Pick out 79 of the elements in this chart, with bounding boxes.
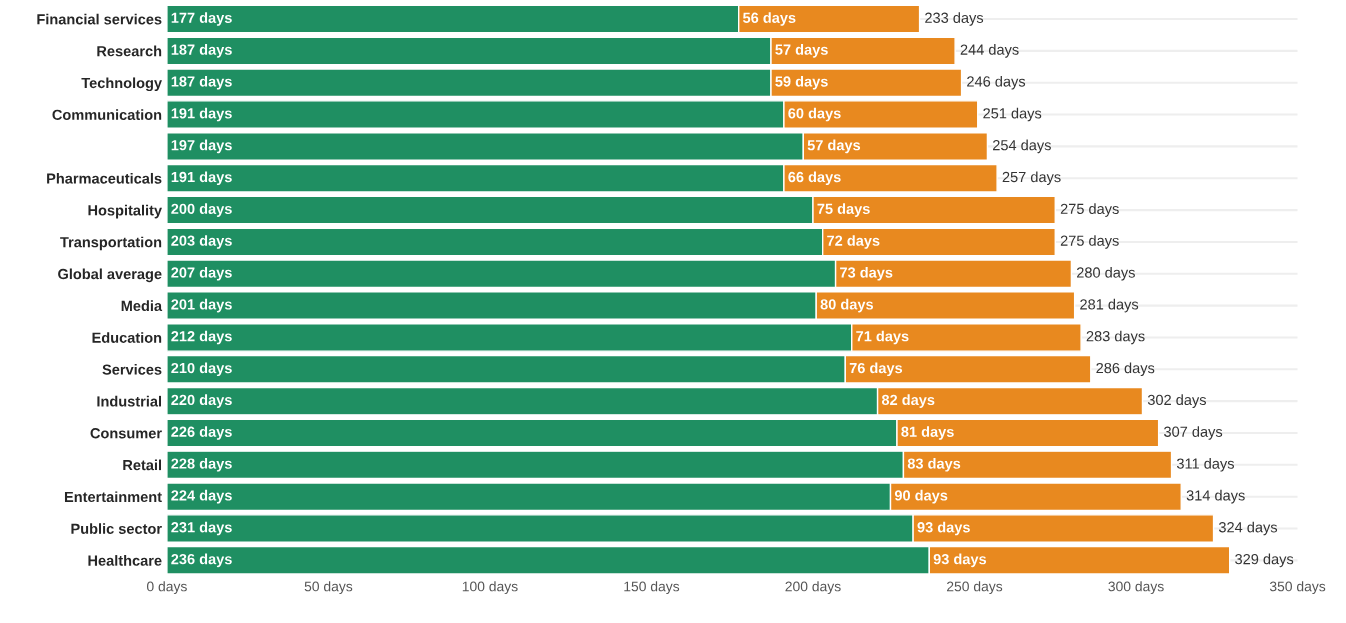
- data-label: 75 days: [817, 203, 870, 217]
- total-label: 286 days: [1096, 362, 1155, 377]
- data-label: 93 days: [917, 521, 970, 536]
- data-label: 59 days: [775, 75, 828, 90]
- data-label: 197 days: [171, 139, 232, 154]
- x-tick-label: 0 days: [146, 581, 187, 595]
- y-tick-label: Financial services: [37, 13, 162, 25]
- data-label: 220 days: [171, 394, 232, 408]
- data-label: 191 days: [171, 107, 232, 122]
- total-label: 275 days: [1060, 235, 1119, 249]
- y-tick-label: Retail: [123, 459, 162, 471]
- data-label: 212 days: [171, 330, 232, 345]
- data-label: 57 days: [775, 44, 828, 58]
- total-label: 246 days: [967, 75, 1026, 90]
- y-tick-label: Industrial: [97, 395, 162, 407]
- data-label: 80 days: [820, 298, 874, 313]
- y-tick-label: Public sector: [71, 523, 162, 534]
- total-label: 307 days: [1164, 426, 1223, 440]
- total-label: 251 days: [983, 107, 1042, 122]
- data-label: 177 days: [171, 12, 232, 26]
- data-label: 73 days: [840, 266, 893, 281]
- y-tick-label: Global average: [58, 268, 162, 283]
- data-label: 56 days: [743, 12, 796, 26]
- data-label: 191 days: [171, 171, 232, 186]
- total-label: 280 days: [1077, 266, 1135, 281]
- y-tick-label: Technology: [81, 77, 162, 92]
- total-label: 244 days: [960, 44, 1019, 58]
- y-tick-label: Research: [97, 45, 162, 57]
- data-label: 93 days: [933, 553, 987, 568]
- data-label: 224 days: [171, 489, 232, 504]
- total-label: 311 days: [1176, 458, 1234, 472]
- total-label: 302 days: [1147, 394, 1206, 408]
- y-tick-label: Communication: [52, 109, 162, 120]
- x-tick-label: 100 days: [462, 581, 518, 595]
- data-label: 90 days: [894, 489, 948, 504]
- x-tick-label: 300 days: [1108, 581, 1164, 595]
- data-label: 228 days: [171, 458, 232, 472]
- total-label: 257 days: [1002, 171, 1061, 186]
- total-label: 233 days: [925, 12, 984, 26]
- data-label: 82 days: [881, 394, 935, 408]
- x-tick-label: 350 days: [1269, 581, 1326, 595]
- data-label: 76 days: [849, 362, 903, 377]
- data-label: 231 days: [171, 521, 232, 536]
- y-tick-label: Hospitality: [88, 204, 162, 219]
- data-label: 187 days: [171, 75, 232, 90]
- data-label: 57 days: [807, 139, 861, 154]
- data-label: 187 days: [171, 44, 232, 58]
- y-tick-label: Pharmaceuticals: [47, 172, 162, 184]
- data-label: 71 days: [856, 330, 909, 345]
- y-tick-label: Services: [102, 364, 162, 375]
- data-label: 83 days: [907, 458, 961, 472]
- y-tick-label: Healthcare: [88, 555, 162, 566]
- data-label: 72 days: [827, 235, 880, 249]
- total-label: 283 days: [1086, 330, 1145, 345]
- data-label: 81 days: [901, 426, 954, 440]
- data-label: 60 days: [788, 107, 841, 122]
- total-label: 275 days: [1060, 203, 1119, 217]
- x-tick-label: 250 days: [947, 581, 1003, 595]
- x-tick-label: 50 days: [304, 581, 353, 595]
- data-label: 236 days: [171, 553, 232, 568]
- data-label: 203 days: [171, 235, 232, 249]
- data-label: 66 days: [788, 171, 841, 186]
- y-tick-label: Consumer: [90, 428, 162, 439]
- data-label: 207 days: [171, 266, 232, 281]
- y-tick-label: Media: [121, 300, 163, 312]
- data-label: 226 days: [171, 426, 232, 440]
- x-tick-label: 150 days: [624, 581, 680, 595]
- y-tick-label: Education: [92, 332, 162, 343]
- total-label: 281 days: [1080, 298, 1139, 313]
- total-label: 314 days: [1186, 489, 1245, 504]
- total-label: 254 days: [993, 139, 1051, 154]
- data-label: 210 days: [171, 362, 232, 377]
- y-tick-label: Entertainment: [64, 491, 162, 503]
- data-label: 201 days: [171, 298, 232, 313]
- data-label: 200 days: [171, 203, 232, 217]
- x-tick-label: 200 days: [785, 581, 841, 595]
- total-label: 329 days: [1235, 553, 1294, 568]
- total-label: 324 days: [1218, 521, 1278, 536]
- y-tick-label: Transportation: [60, 236, 162, 251]
